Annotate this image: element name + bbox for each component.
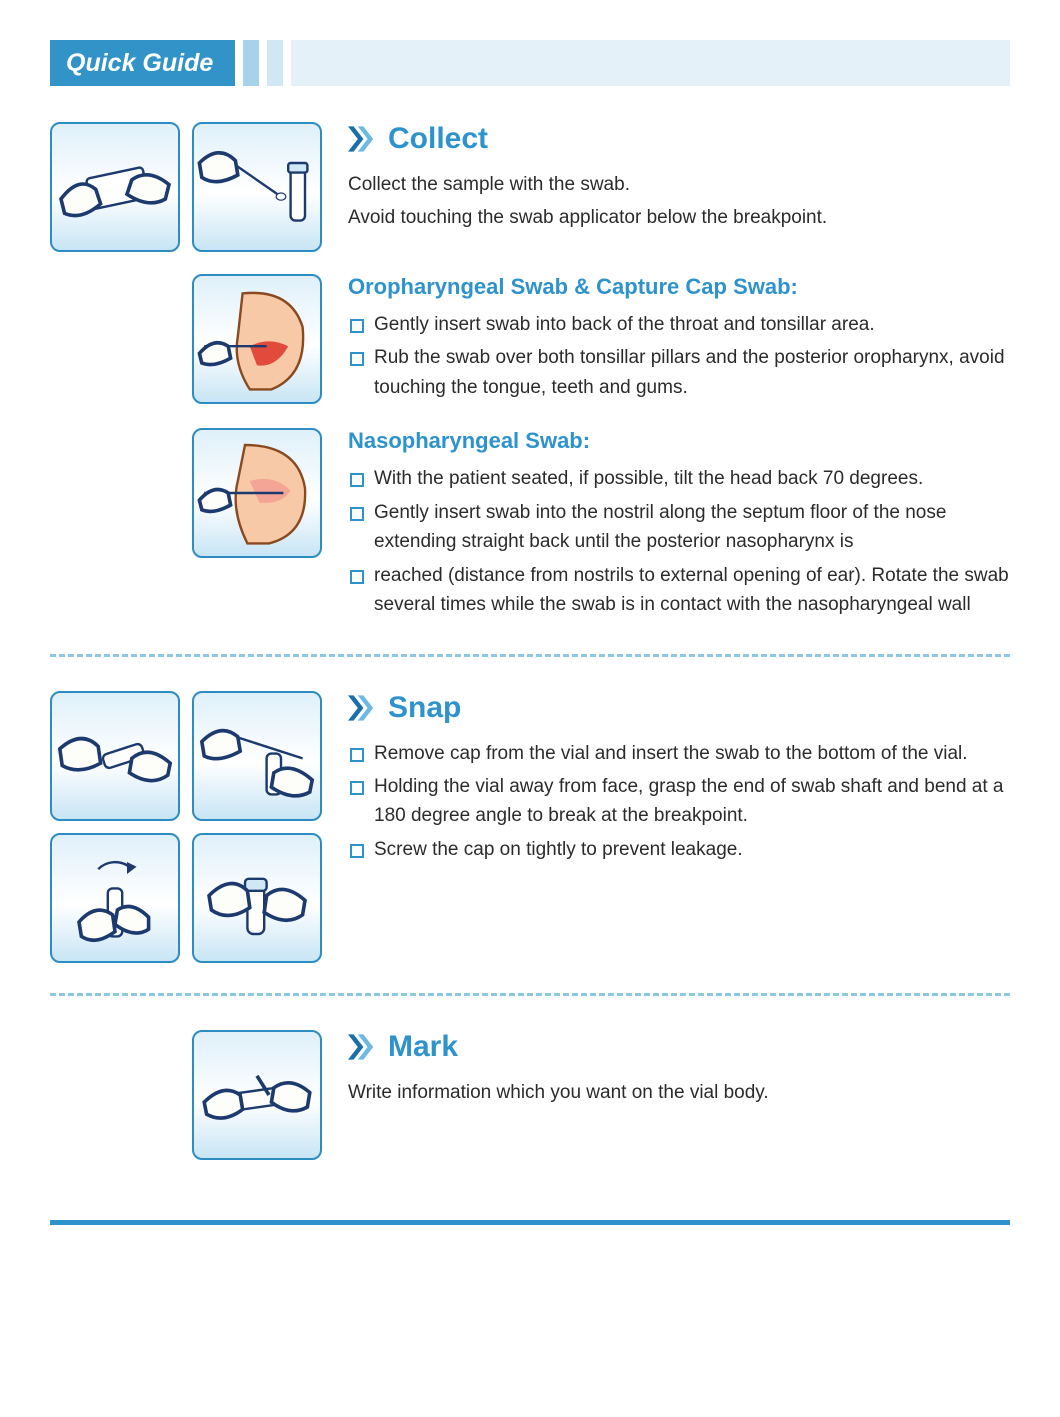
double-chevron-icon bbox=[348, 695, 376, 721]
oro-bullet-1: Gently insert swab into back of the thro… bbox=[348, 310, 1010, 339]
snap-bullet-3: Screw the cap on tightly to prevent leak… bbox=[348, 835, 1010, 864]
thumb-hands-open-package bbox=[50, 122, 180, 252]
collect-body: Collect the sample with the swab. Avoid … bbox=[348, 170, 1010, 233]
mark-body: Write information which you want on the … bbox=[348, 1078, 1010, 1107]
thumb-remove-cap-insert bbox=[50, 691, 180, 821]
title-tail bbox=[291, 40, 1010, 86]
title-stripe bbox=[243, 40, 259, 86]
collect-p2: Avoid touching the swab applicator below… bbox=[348, 203, 1010, 232]
snap-heading: Snap bbox=[348, 691, 1010, 725]
naso-bullet-1: With the patient seated, if possible, ti… bbox=[348, 464, 1010, 493]
naso-bullets: With the patient seated, if possible, ti… bbox=[348, 464, 1010, 619]
title-stripe bbox=[267, 40, 283, 86]
mark-heading: Mark bbox=[348, 1030, 1010, 1064]
mark-heading-text: Mark bbox=[388, 1030, 458, 1064]
naso-bullet-3: reached (distance from nostrils to exter… bbox=[348, 561, 1010, 620]
collect-p1: Collect the sample with the swab. bbox=[348, 170, 1010, 199]
collect-heading: Collect bbox=[348, 122, 1010, 156]
section-snap: Snap Remove cap from the vial and insert… bbox=[50, 691, 1010, 963]
thumb-break-swab bbox=[50, 833, 180, 963]
collect-heading-text: Collect bbox=[388, 122, 488, 156]
section-collect: Collect Collect the sample with the swab… bbox=[50, 122, 1010, 252]
snap-thumbs bbox=[50, 691, 322, 963]
divider bbox=[50, 993, 1010, 996]
thumb-screw-cap bbox=[192, 833, 322, 963]
oro-bullets: Gently insert swab into back of the thro… bbox=[348, 310, 1010, 402]
footer-rule bbox=[50, 1220, 1010, 1225]
collect-thumbs bbox=[50, 122, 322, 252]
mark-paragraph: Write information which you want on the … bbox=[348, 1078, 1010, 1107]
thumb-write-on-vial bbox=[192, 1030, 322, 1160]
snap-bullet-2: Holding the vial away from face, grasp t… bbox=[348, 772, 1010, 831]
oro-heading: Oropharyngeal Swab & Capture Cap Swab: bbox=[348, 274, 1010, 300]
double-chevron-icon bbox=[348, 1034, 376, 1060]
double-chevron-icon bbox=[348, 126, 376, 152]
subsection-oropharyngeal: Oropharyngeal Swab & Capture Cap Swab: G… bbox=[50, 274, 1010, 406]
oro-bullet-2: Rub the swab over both tonsillar pillars… bbox=[348, 343, 1010, 402]
naso-heading: Nasopharyngeal Swab: bbox=[348, 428, 1010, 454]
thumb-nose-diagram bbox=[192, 428, 322, 558]
title-bar: Quick Guide bbox=[50, 40, 1010, 86]
mark-thumbs bbox=[50, 1030, 322, 1160]
snap-bullet-1: Remove cap from the vial and insert the … bbox=[348, 739, 1010, 768]
thumb-throat-diagram bbox=[192, 274, 322, 404]
snap-bullets: Remove cap from the vial and insert the … bbox=[348, 739, 1010, 865]
thumb-hold-swab bbox=[192, 691, 322, 821]
divider bbox=[50, 654, 1010, 657]
naso-bullet-2: Gently insert swab into the nostril alon… bbox=[348, 498, 1010, 557]
section-mark: Mark Write information which you want on… bbox=[50, 1030, 1010, 1160]
page-title: Quick Guide bbox=[50, 40, 235, 86]
subsection-nasopharyngeal: Nasopharyngeal Swab: With the patient se… bbox=[50, 428, 1010, 623]
snap-heading-text: Snap bbox=[388, 691, 461, 725]
thumb-hands-swab-vial bbox=[192, 122, 322, 252]
